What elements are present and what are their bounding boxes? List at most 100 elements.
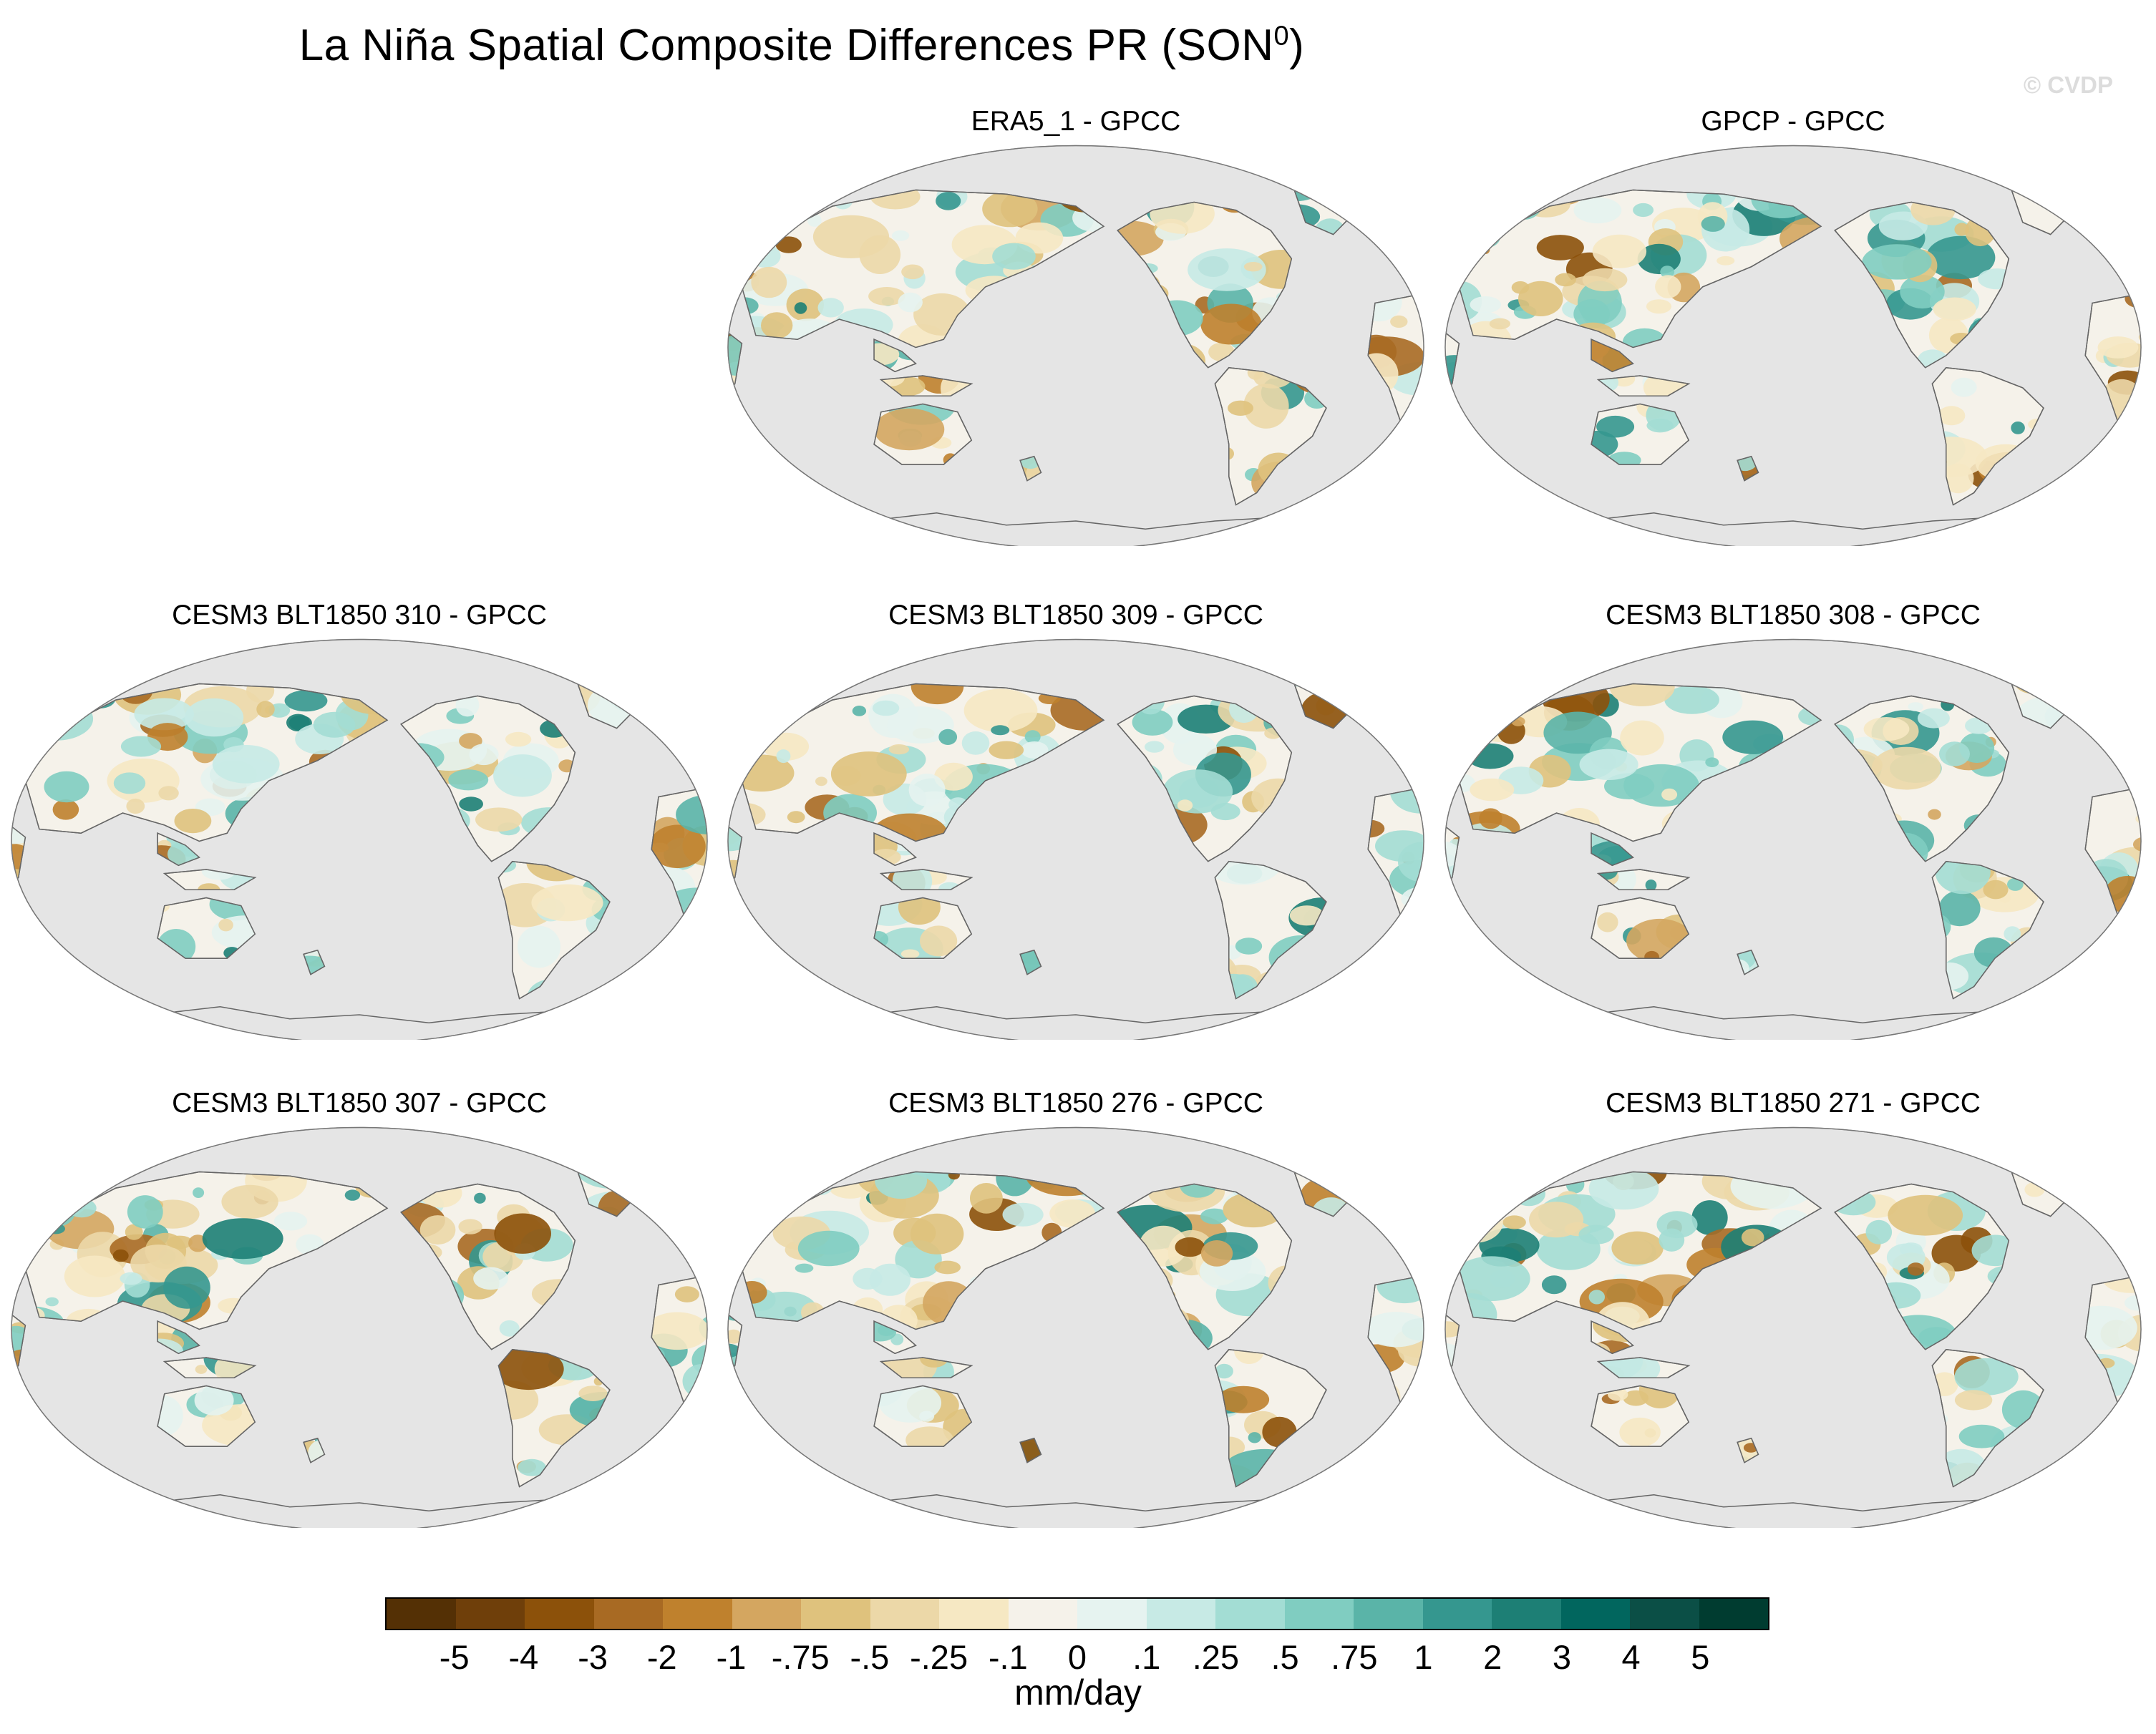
anomaly-blob (1573, 197, 1622, 224)
colorbar-swatch (593, 1599, 663, 1629)
anomaly-blob (1705, 757, 1719, 767)
anomaly-blob (1504, 686, 1540, 708)
anomaly-blob (1467, 743, 1514, 769)
anomaly-blob (2085, 1305, 2137, 1350)
anomaly-blob (728, 1329, 742, 1344)
anomaly-blob (1390, 315, 1408, 328)
anomaly-blob (1656, 1211, 1698, 1239)
anomaly-blob (868, 287, 905, 306)
coastline-south-america (1931, 366, 2044, 506)
anomaly-blob (1664, 686, 1719, 714)
coastline-south-america (1214, 860, 1327, 1000)
anomaly-blob (1579, 749, 1638, 780)
anomaly-blob (499, 1320, 520, 1337)
coastline-south-america (1931, 860, 2044, 1000)
map-frame (727, 638, 1424, 1040)
anomaly-blob (1633, 203, 1654, 218)
anomaly-blob (872, 700, 900, 716)
anomaly-blob (634, 671, 645, 681)
coastline-africa-west (1445, 819, 1460, 891)
anomaly-blob (766, 704, 783, 718)
map-frame (727, 1126, 1424, 1528)
panel-title: CESM3 BLT1850 276 - GPCC (888, 1088, 1263, 1119)
anomaly-blob (982, 190, 1038, 228)
coastline-australia (1591, 403, 1690, 465)
anomaly-blob (2034, 671, 2077, 686)
anomaly-blob (775, 236, 802, 253)
anomaly-blob (505, 731, 532, 747)
map-plot (727, 1126, 1424, 1528)
coastline-north-america (1117, 201, 1293, 369)
anomaly-blob (1592, 234, 1647, 268)
anomaly-blob (817, 298, 844, 318)
anomaly-blob (938, 882, 961, 890)
anomaly-blob (1024, 730, 1041, 744)
colorbar-tick-label: -1 (716, 1638, 747, 1676)
anomaly-blob (1228, 400, 1253, 416)
anomaly-blob (1536, 235, 1584, 260)
colorbar-swatch (1422, 1599, 1492, 1629)
anomaly-blob (875, 1172, 928, 1199)
colorbar-tick-label: 5 (1691, 1638, 1710, 1676)
coastline-australia (873, 1385, 973, 1447)
coastline-north-america (1834, 695, 2010, 862)
anomaly-blob (1177, 799, 1193, 812)
anomaly-blob (888, 744, 910, 755)
anomaly-blob (134, 698, 194, 731)
anomaly-blob (1117, 220, 1164, 256)
anomaly-blob (1020, 1438, 1041, 1463)
anomaly-blob (674, 1286, 699, 1302)
anomaly-blob (815, 776, 827, 786)
anomaly-blob (1512, 1182, 1545, 1207)
anomaly-blob (1021, 741, 1049, 759)
coastline-africa-west (1445, 1307, 1460, 1379)
colorbar-swatch (387, 1599, 456, 1629)
anomaly-blob (1145, 741, 1165, 753)
colorbar-tick-label: -5 (439, 1638, 470, 1676)
anomaly-blob (1938, 406, 1966, 426)
anomaly-blob (84, 690, 116, 708)
anomaly-blob (1741, 1228, 1764, 1247)
anomaly-blob (970, 1183, 1003, 1214)
coastline-north-america (1834, 201, 2010, 369)
anomaly-blob (2097, 336, 2139, 359)
anomaly-blob (284, 690, 328, 712)
anomaly-blob (874, 931, 889, 948)
anomaly-field-australia (874, 404, 958, 465)
map-plot (11, 1126, 708, 1528)
map-plot (1444, 1126, 2142, 1528)
colorbar-swatch (663, 1599, 732, 1629)
anomaly-blob (1939, 741, 1970, 766)
anomaly-blob (797, 1230, 860, 1267)
anomaly-blob (1917, 708, 1950, 729)
anomaly-blob (25, 1222, 47, 1244)
coastline-north-america (1834, 1183, 2010, 1350)
map-frame (1444, 638, 2142, 1040)
anomaly-blob (469, 744, 499, 766)
anomaly-blob (1464, 226, 1500, 249)
anomaly-blob (1243, 384, 1289, 429)
anomaly-blob (905, 1426, 954, 1447)
anomaly-blob (1507, 190, 1543, 220)
colorbar-swatch (1560, 1599, 1630, 1629)
anomaly-blob (747, 190, 772, 205)
map-frame (727, 145, 1424, 546)
anomaly-blob (651, 824, 706, 869)
anomaly-blob (174, 809, 212, 834)
anomaly-blob (919, 1411, 935, 1422)
anomaly-blob (125, 1224, 143, 1240)
map-panel-308: CESM3 BLT1850 308 - GPCC (1442, 600, 2144, 1040)
anomaly-blob (934, 1260, 961, 1275)
panel-title: CESM3 BLT1850 271 - GPCC (1606, 1088, 1981, 1119)
coastline-new-zealand (1737, 455, 1759, 482)
anomaly-blob (2034, 1172, 2049, 1187)
colorbar-swatch (801, 1599, 870, 1629)
panel-title: CESM3 BLT1850 310 - GPCC (172, 600, 547, 630)
map-plot (727, 145, 1424, 546)
anomaly-blob (1215, 1363, 1233, 1379)
anomaly-blob (1470, 296, 1502, 313)
anomaly-blob (898, 292, 923, 313)
anomaly-blob (518, 1458, 546, 1476)
anomaly-blob (1863, 717, 1910, 741)
anomaly-blob (757, 683, 783, 698)
